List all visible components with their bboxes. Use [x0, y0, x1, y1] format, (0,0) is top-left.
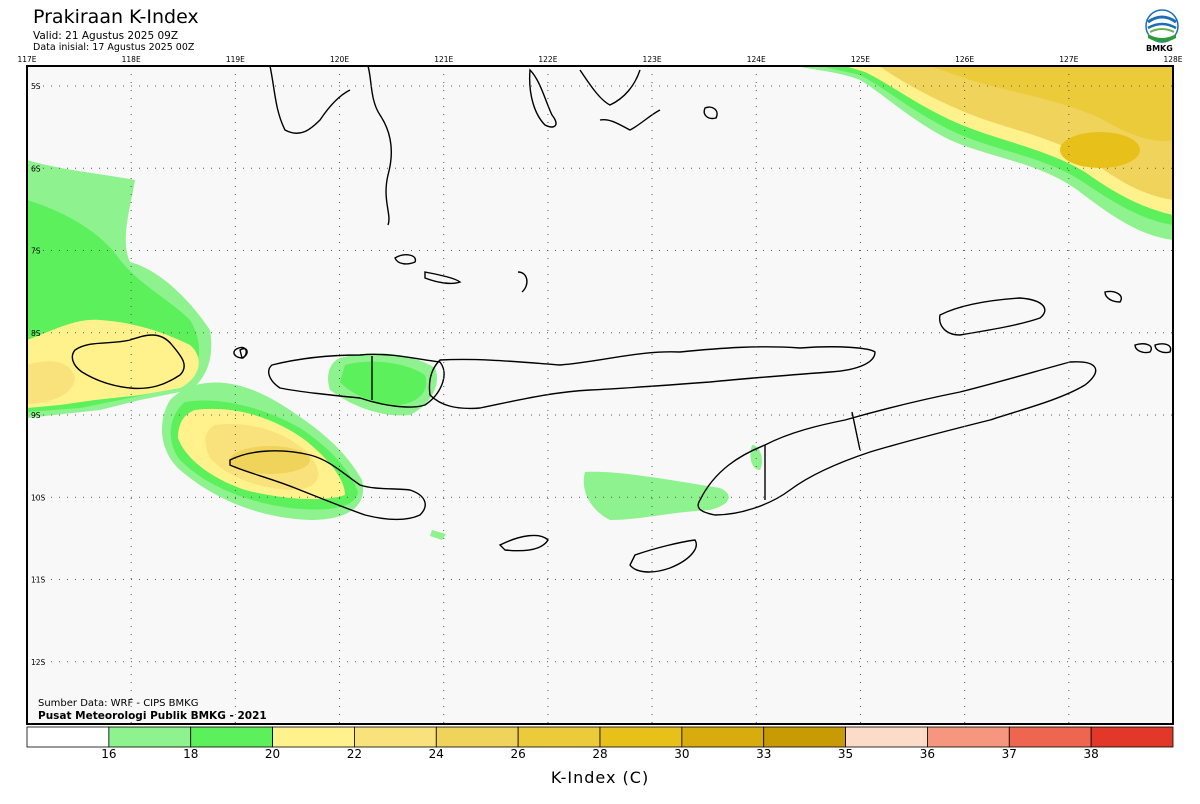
- lat-label: 7S: [31, 247, 41, 256]
- legend-swatch: [190, 726, 273, 748]
- latitude-labels: 5S 6S 7S 8S 9S 10S 11S 12S: [31, 82, 46, 667]
- legend-tick: 22: [346, 747, 363, 761]
- contour-ne-yellow3: [930, 66, 1173, 141]
- legend-tick: 24: [428, 747, 444, 761]
- lon-label: 121E: [434, 55, 453, 64]
- coast-island-g: [1154, 343, 1172, 354]
- credit-text: Pusat Meteorologi Publik BMKG - 2021: [38, 710, 267, 722]
- lon-label: 122E: [538, 55, 557, 64]
- legend-swatch: [354, 726, 437, 748]
- lon-label: 127E: [1059, 55, 1078, 64]
- graticule: [27, 66, 1173, 724]
- coast-savu: [498, 534, 549, 552]
- coast-island-h: [233, 346, 247, 359]
- lon-label: 124E: [747, 55, 766, 64]
- legend-colorbar: [26, 726, 1174, 748]
- legend-swatch: [1090, 726, 1174, 748]
- contour-w-yellow2: [27, 361, 75, 404]
- legend-tick: 30: [674, 747, 690, 761]
- coastlines: [71, 65, 1172, 573]
- legend-swatch: [272, 726, 355, 748]
- lon-label: 125E: [851, 55, 870, 64]
- legend-swatch: [26, 726, 110, 748]
- legend-swatch: [927, 726, 1010, 748]
- lat-label: 11S: [31, 576, 46, 585]
- coast-banda1: [599, 109, 661, 131]
- contour-ne-core: [1060, 132, 1140, 168]
- lon-label: 123E: [643, 55, 662, 64]
- legend-tick: 20: [264, 747, 281, 761]
- coast-island-e: [1104, 290, 1122, 303]
- coast-sulawesi-se: [579, 69, 641, 106]
- legend-tick: 33: [756, 747, 772, 761]
- contour-savu-green: [583, 471, 729, 520]
- coast-selayar: [424, 271, 462, 285]
- coast-buton: [528, 68, 557, 128]
- longitude-labels: 117E 118E 119E 120E 121E 122E 123E 124E 125E 126E…: [17, 55, 1182, 64]
- legend-swatch: [1008, 726, 1092, 748]
- coast-sumba: [229, 450, 426, 521]
- contour-small-green: [430, 530, 446, 540]
- coast-island-d: [703, 106, 718, 120]
- legend-tick: 26: [510, 747, 526, 761]
- coast-island-c: [517, 271, 528, 293]
- lon-label: 120E: [330, 55, 349, 64]
- lon-label: 126E: [955, 55, 974, 64]
- lat-label: 10S: [31, 493, 46, 502]
- coast-timor-east: [851, 411, 861, 451]
- coast-sulawesi-s1: [269, 65, 351, 134]
- coast-flores: [428, 346, 876, 410]
- lat-label: 6S: [31, 164, 41, 173]
- legend-swatch: [108, 726, 192, 748]
- lon-label: 117E: [17, 55, 36, 64]
- contour-sumbawa-green2: [340, 361, 427, 405]
- legend-tick: 16: [101, 747, 117, 761]
- coast-bali: [71, 334, 185, 390]
- contour-timor-green: [750, 445, 763, 470]
- legend-swatch: [681, 726, 765, 748]
- lat-label: 5S: [31, 82, 41, 91]
- lat-label: 9S: [31, 411, 41, 420]
- init-time: Data inisial: 17 Agustus 2025 00Z: [33, 42, 195, 53]
- coast-sumbawa: [268, 353, 445, 408]
- legend-tick: 28: [592, 747, 608, 761]
- coast-rote: [629, 539, 697, 573]
- map-frame: [26, 65, 1174, 725]
- lon-label: 119E: [226, 55, 245, 64]
- bmkg-logo-icon: [1140, 8, 1184, 58]
- legend-swatch: [763, 726, 846, 748]
- legend-tick: 35: [837, 747, 854, 761]
- legend-swatch: [517, 726, 601, 748]
- legend-tick: 18: [183, 747, 199, 761]
- legend-title: K-Index (C): [550, 768, 650, 787]
- legend-swatch: [599, 726, 683, 748]
- legend-tick: 38: [1083, 747, 1099, 761]
- coast-timor: [697, 361, 1097, 516]
- data-source: Sumber Data: WRF - CIPS BMKG: [38, 698, 199, 709]
- legend-tick: 37: [1001, 747, 1017, 761]
- page-title: Prakiraan K-Index: [33, 6, 199, 28]
- lon-label: 118E: [122, 55, 141, 64]
- bmkg-logo-text: BMKG: [1146, 44, 1173, 53]
- legend-tick: 36: [919, 747, 936, 761]
- valid-time: Valid: 21 Agustus 2025 09Z: [33, 30, 179, 42]
- lat-label: 8S: [31, 329, 41, 338]
- lon-label: 128E: [1163, 55, 1182, 64]
- legend-swatch: [845, 726, 928, 748]
- coast-sulawesi-s2: [367, 65, 392, 226]
- lat-label: 12S: [31, 658, 46, 667]
- coast-island-f: [1134, 343, 1152, 354]
- coast-kalao: [394, 254, 417, 265]
- legend-swatch: [435, 726, 519, 748]
- coast-wetar: [938, 297, 1046, 336]
